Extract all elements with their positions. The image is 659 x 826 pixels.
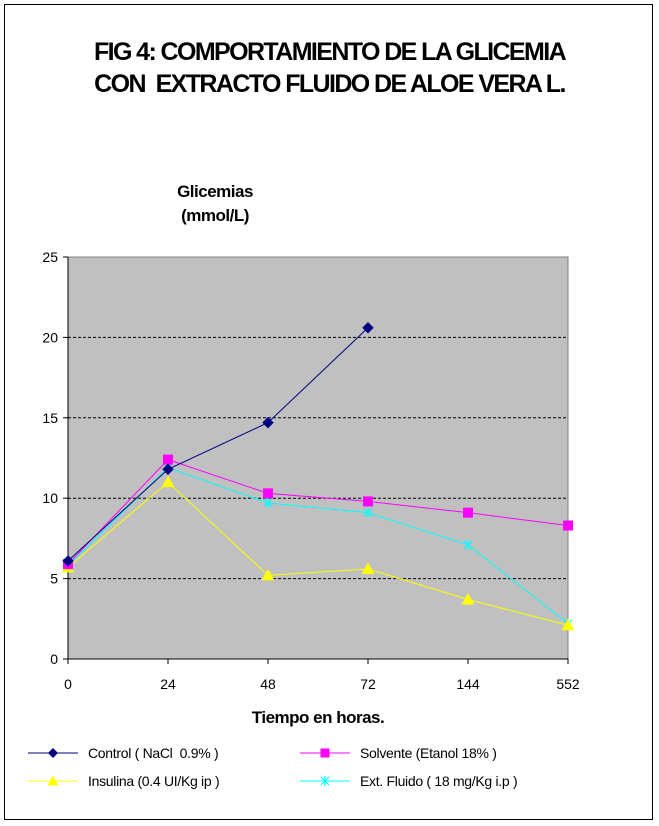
y-tick-label: 5 xyxy=(50,571,58,587)
x-tick-label: 552 xyxy=(556,676,580,692)
y-axis-label: Glicemias (mmol/L) xyxy=(140,180,290,228)
legend-label-insulina: Insulina (0.4 UI/Kg ip ) xyxy=(88,773,220,789)
legend-swatch-ext-fluido xyxy=(300,776,350,786)
x-tick-label: 72 xyxy=(360,676,376,692)
data-point xyxy=(463,507,473,518)
x-axis-label: Tiempo en horas. xyxy=(251,708,385,727)
data-point xyxy=(561,618,575,631)
chart-frame xyxy=(4,4,653,820)
chart-title-line-2: CON EXTRACTO FLUIDO DE ALOE VERA L. xyxy=(94,70,566,98)
x-tick-label: 0 xyxy=(64,676,72,692)
y-tick-label: 20 xyxy=(42,329,58,345)
data-point xyxy=(563,520,573,531)
legend-label-solvente: Solvente (Etanol 18% ) xyxy=(360,745,497,761)
legend-swatch-control xyxy=(28,748,78,758)
legend-swatch-insulina xyxy=(28,775,78,786)
y-tick-label: 10 xyxy=(42,490,58,506)
data-point xyxy=(361,562,375,574)
data-point xyxy=(363,496,373,507)
data-point xyxy=(163,454,173,465)
legend-item-insulina: Insulina (0.4 UI/Kg ip ) xyxy=(28,770,220,792)
legend-label-control: Control ( NaCl 0.9% ) xyxy=(88,745,219,761)
series-line xyxy=(67,327,369,562)
chart-title: FIG 4: COMPORTAMIENTO DE LA GLICEMIA CON… xyxy=(0,36,659,100)
legend-marker xyxy=(320,748,330,758)
series-line xyxy=(67,459,569,565)
legend-marker xyxy=(320,776,330,786)
legend-item-ext-fluido: Ext. Fluido ( 18 mg/Kg i.p ) xyxy=(300,770,518,792)
y-tick-label: 25 xyxy=(42,249,58,265)
legend-marker xyxy=(48,748,58,758)
data-point xyxy=(263,488,273,499)
series-line xyxy=(67,481,569,626)
data-point xyxy=(263,498,273,509)
y-axis-label-line-1: Glicemias xyxy=(177,182,253,201)
y-axis-label-line-2: (mmol/L) xyxy=(181,206,249,225)
x-tick-label: 48 xyxy=(260,676,276,692)
legend-item-control: Control ( NaCl 0.9% ) xyxy=(28,742,219,764)
y-tick-label: 15 xyxy=(42,410,58,426)
legend-marker xyxy=(47,775,59,786)
legend: Control ( NaCl 0.9% ) Solvente (Etanol 1… xyxy=(28,738,588,808)
data-point xyxy=(262,416,274,429)
x-tick-label: 24 xyxy=(160,676,176,692)
legend-swatch-solvente xyxy=(300,748,350,758)
data-point xyxy=(461,592,475,605)
data-point xyxy=(362,322,374,334)
data-point xyxy=(463,539,473,550)
data-point xyxy=(62,555,74,567)
x-tick-label: 144 xyxy=(456,676,480,692)
y-tick-label: 0 xyxy=(50,651,58,667)
data-point xyxy=(363,507,373,518)
legend-label-ext-fluido: Ext. Fluido ( 18 mg/Kg i.p ) xyxy=(360,773,518,789)
legend-item-solvente: Solvente (Etanol 18% ) xyxy=(300,742,497,764)
chart-title-line-1: FIG 4: COMPORTAMIENTO DE LA GLICEMIA xyxy=(93,38,567,66)
data-point xyxy=(261,568,275,581)
data-point xyxy=(161,475,175,488)
plot-area xyxy=(67,256,569,660)
data-point xyxy=(162,463,174,475)
